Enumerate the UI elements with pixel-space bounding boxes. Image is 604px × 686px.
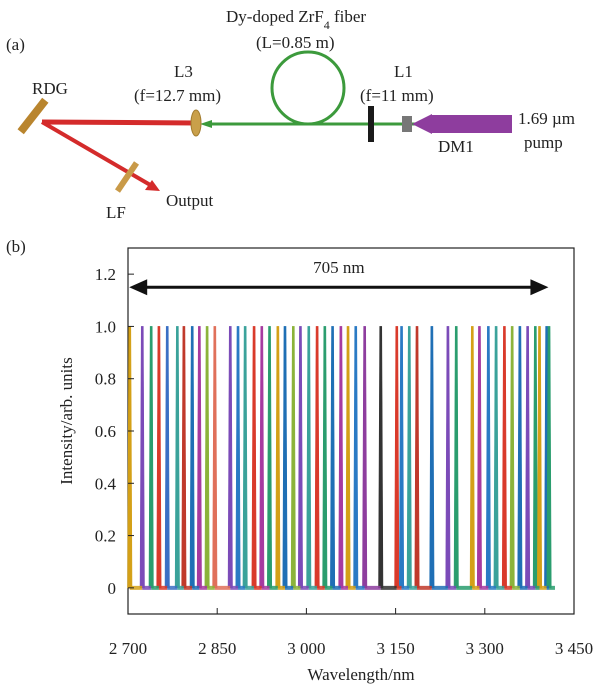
spectral-peak (509, 326, 515, 589)
spectral-peak (251, 326, 257, 589)
l1-lens-icon (402, 116, 412, 132)
spectral-peak (227, 326, 233, 589)
spectral-peak (353, 326, 359, 589)
spectral-peak (297, 326, 303, 589)
intracavity-beam (41, 119, 197, 126)
spectral-peak (493, 326, 499, 589)
spectral-peak (196, 326, 202, 589)
spectral-peak (414, 326, 420, 589)
spectral-peak (362, 326, 368, 589)
pump-beam (430, 115, 512, 133)
spectral-peak (378, 326, 384, 589)
y-axis-label: Intensity/arb. units (57, 357, 76, 484)
spectral-peak (267, 326, 273, 589)
y-tick-label: 1.2 (95, 265, 116, 284)
y-tick-label: 0.2 (95, 527, 116, 546)
panel-a-label: (a) (6, 35, 25, 54)
spectral-peak (148, 326, 154, 589)
x-axis-label: Wavelength/nm (307, 665, 414, 684)
spectral-peak (235, 326, 241, 589)
spectral-peak (394, 326, 400, 589)
x-tick-label: 2 700 (109, 639, 147, 658)
spectral-peak (156, 326, 162, 589)
fiber-length-label: (L=0.85 m) (256, 33, 335, 52)
spectral-peak (259, 326, 265, 589)
lf-filter-icon (115, 161, 139, 193)
spectral-peak (345, 326, 351, 589)
y-tick-label: 1.0 (95, 317, 116, 336)
spectral-peak (189, 326, 195, 589)
spectral-peak (338, 326, 344, 589)
spectral-peak (174, 326, 180, 589)
l1-focal-label: (f=11 mm) (360, 86, 434, 105)
l3-focal-label: (f=12.7 mm) (134, 86, 221, 105)
spectral-peak (275, 326, 281, 589)
x-tick-label: 2 850 (198, 639, 236, 658)
spectral-peak (290, 326, 296, 589)
spectral-peak (517, 326, 523, 589)
panel-b-label: (b) (6, 237, 26, 256)
y-tick-label: 0 (108, 579, 117, 598)
spectrum-chart: 0 0.2 0.4 0.6 0.8 1.0 1.2 2 700 2 850 3 000 3 150 3… (57, 247, 593, 684)
y-tick-label: 0.4 (95, 474, 117, 493)
l3-label: L3 (174, 62, 193, 81)
pump-label: pump (524, 133, 563, 152)
fiber-coil (270, 50, 346, 126)
plot-frame (127, 247, 575, 615)
x-tick-label: 3 300 (466, 639, 504, 658)
l1-label: L1 (394, 62, 413, 81)
x-tick-label: 3 450 (555, 639, 593, 658)
output-label: Output (166, 191, 214, 210)
dm1-mirror-icon (368, 106, 374, 142)
spectral-peak (139, 326, 145, 589)
spectral-peak (306, 326, 312, 589)
spectral-peak (445, 326, 451, 589)
spectral-peak (314, 326, 320, 589)
spectral-peak (330, 326, 336, 589)
spectral-peak (532, 326, 538, 589)
span-annotation: 705 nm (313, 258, 364, 277)
spectral-peak (453, 326, 459, 589)
rdg-grating-icon (17, 97, 49, 135)
spectral-peak (204, 326, 210, 589)
spectral-peak (525, 326, 531, 589)
fiber-end-icon (200, 120, 212, 128)
dm1-label: DM1 (438, 137, 474, 156)
spectral-peak (322, 326, 328, 589)
x-tick-label: 3 150 (376, 639, 414, 658)
span-arrow-left-icon (129, 279, 148, 296)
spectral-peak (212, 326, 218, 589)
fiber-label: Dy-doped ZrF4 fiber (226, 7, 366, 32)
y-tick-label: 0.6 (95, 422, 116, 441)
spectral-peak (181, 326, 187, 589)
spectral-peak (164, 326, 170, 589)
spectral-peak (476, 326, 482, 589)
lf-label: LF (106, 203, 126, 222)
spectral-peak (242, 326, 248, 589)
spectral-peak (501, 326, 507, 589)
spectral-peak (406, 326, 412, 589)
l3-lens-icon (190, 109, 202, 137)
pump-arrow-icon (412, 114, 432, 134)
spectral-peak (282, 326, 288, 589)
spectral-peak (537, 326, 543, 589)
y-tick-label: 0.8 (95, 370, 116, 389)
output-beam (40, 120, 154, 188)
spectral-peak (469, 326, 475, 589)
span-arrow-right-icon (530, 279, 549, 296)
output-arrow-icon (145, 180, 160, 191)
spectral-peak (399, 326, 405, 589)
rdg-label: RDG (32, 79, 68, 98)
pump-wavelength-label: 1.69 µm (518, 109, 575, 128)
spectral-peak (485, 326, 491, 589)
panel-a-setup: (a) Dy-doped ZrF4 fiber (L=0.85 m) RDG L… (6, 7, 575, 222)
spectral-peak (429, 326, 435, 589)
x-tick-label: 3 000 (287, 639, 325, 658)
